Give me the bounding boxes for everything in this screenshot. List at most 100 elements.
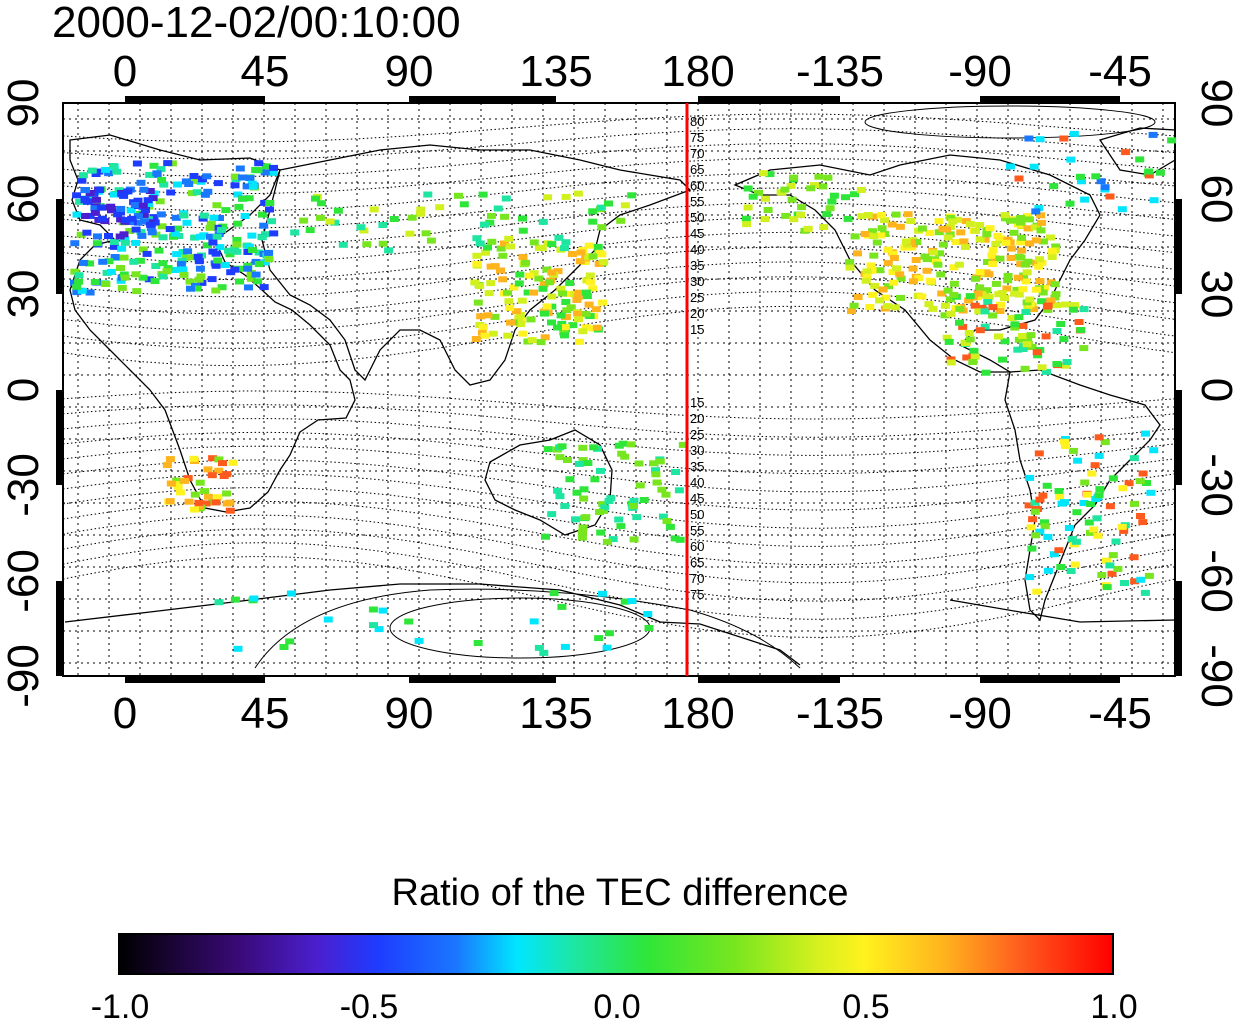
contour-line	[62, 556, 1176, 638]
tec-data-cell	[135, 257, 145, 264]
tec-data-cell	[260, 169, 270, 176]
tec-data-cell	[945, 231, 955, 238]
tec-data-cell	[582, 293, 592, 300]
tec-data-cell	[597, 251, 607, 258]
tec-data-cell	[596, 467, 605, 474]
tec-data-cell	[196, 273, 206, 280]
tec-data-cell	[651, 471, 661, 478]
colorbar-tick-label: 0.0	[593, 988, 641, 1026]
contour-line	[62, 418, 1176, 456]
tec-data-cell	[1026, 332, 1036, 339]
tec-data-cell	[490, 313, 500, 320]
tec-data-cell	[987, 252, 997, 259]
tec-data-cell	[480, 332, 490, 339]
tec-data-cell	[200, 191, 210, 198]
tec-data-cell	[529, 270, 539, 277]
tec-data-cell	[589, 444, 599, 451]
tec-data-cell	[574, 460, 584, 467]
tec-data-cell	[1025, 240, 1035, 247]
tec-data-cell	[629, 536, 639, 543]
tec-data-cell	[806, 185, 816, 192]
tec-data-cell	[478, 324, 488, 331]
tec-data-cell	[956, 229, 966, 236]
tec-data-cell	[626, 441, 636, 448]
tec-data-cell	[803, 225, 813, 232]
longitude-tick-label: -90	[948, 689, 1012, 738]
contour-line	[62, 202, 1176, 246]
tec-data-cell	[143, 197, 153, 204]
tec-data-cell	[578, 524, 588, 531]
tec-data-cell	[190, 491, 200, 498]
tec-data-cell	[1025, 296, 1035, 303]
map-frame	[62, 102, 1176, 677]
tec-data-cell	[1090, 462, 1100, 469]
tec-data-cell	[435, 204, 445, 211]
tec-data-cell	[1065, 200, 1075, 207]
tec-data-cell	[286, 590, 296, 597]
tec-data-cell	[265, 200, 275, 206]
tec-data-cell	[141, 207, 150, 214]
tec-data-cell	[861, 277, 871, 284]
tec-data-cell	[203, 466, 213, 473]
tec-data-cell	[1072, 509, 1082, 516]
tec-data-cell	[825, 205, 835, 212]
tec-data-cell	[996, 301, 1006, 308]
tec-data-cell	[1041, 333, 1051, 340]
tec-data-cell	[1102, 557, 1111, 564]
tec-data-cell	[154, 247, 164, 254]
tec-data-cell	[230, 182, 240, 189]
latitude-tick-label: 30	[0, 270, 48, 319]
bottom-longitude-ticks: 0 45 90 135 180 -135 -90 -45	[113, 689, 1152, 738]
tec-data-cell	[151, 263, 161, 269]
contour-label: 30	[690, 274, 704, 289]
tec-data-cell	[149, 214, 159, 221]
tec-data-cell	[498, 252, 508, 259]
tec-data-cell	[496, 267, 505, 274]
tec-data-cell	[194, 276, 204, 283]
tec-data-cell	[218, 460, 227, 467]
tec-data-cell	[1091, 173, 1101, 180]
tec-data-cell	[184, 498, 194, 505]
tec-data-cell	[162, 268, 172, 275]
tec-data-cell	[596, 204, 606, 211]
tec-data-cell	[1042, 368, 1051, 375]
tec-data-cell	[205, 224, 215, 231]
longitude-tick-label: 180	[661, 47, 734, 96]
tec-data-cell	[560, 324, 570, 331]
tec-data-cell	[1042, 303, 1052, 310]
tec-data-cell	[149, 162, 159, 169]
contour-label: 40	[690, 475, 704, 490]
tec-data-cell	[1093, 532, 1103, 539]
tec-data-cell	[620, 202, 630, 209]
tec-data-cell	[101, 204, 111, 211]
tec-data-cell	[76, 231, 86, 238]
tec-data-cell	[526, 316, 536, 323]
tec-data-cell	[1001, 239, 1011, 246]
tec-data-cell	[627, 192, 637, 199]
tec-data-cell	[83, 198, 93, 205]
tec-data-cell	[190, 234, 200, 241]
tec-data-cell	[454, 192, 463, 199]
tec-data-cell	[480, 221, 489, 228]
latitude-tick-label: -30	[0, 453, 48, 517]
tec-data-cell	[214, 456, 224, 463]
tec-data-cell	[588, 218, 598, 225]
tec-data-cell	[742, 221, 752, 228]
tec-data-cell	[541, 533, 550, 540]
tec-data-cell	[208, 455, 218, 462]
tec-data-cell	[982, 231, 992, 238]
right-latitude-ticks: 90 60 30 0 -30 -60 -90	[1192, 79, 1240, 708]
tec-data-cell	[1014, 175, 1024, 182]
tec-data-cell	[568, 251, 577, 257]
tec-data-cell	[980, 323, 990, 330]
tec-data-cell	[1059, 135, 1069, 142]
tec-data-cell	[116, 205, 126, 212]
tec-data-cell	[426, 237, 436, 244]
contour-label: 65	[690, 555, 704, 570]
tec-data-cell	[917, 225, 927, 232]
tec-data-cell	[1018, 333, 1027, 339]
tec-data-cell	[117, 191, 127, 198]
tec-data-cell	[97, 215, 107, 222]
tec-data-cell	[225, 499, 235, 506]
tec-data-cell	[547, 319, 556, 326]
